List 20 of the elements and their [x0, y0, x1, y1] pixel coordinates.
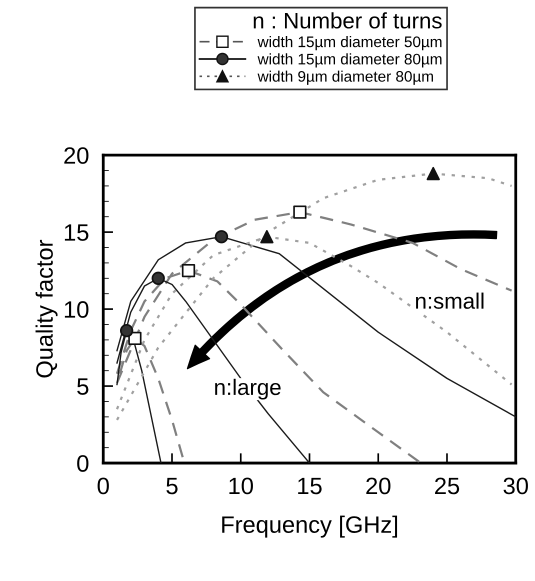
x-tick-label: 20	[366, 478, 390, 494]
x-tick-label: 15	[298, 478, 322, 494]
x-tick-label: 5	[166, 478, 178, 494]
legend-label: width 9µm diameter 80µm	[258, 70, 433, 85]
annotation: n:small	[416, 292, 484, 309]
y-tick-label: 5	[77, 378, 88, 395]
legend-title: n : Number of turns	[254, 12, 442, 29]
annotation: n:large	[215, 378, 281, 400]
y-tick-label: 20	[64, 147, 88, 164]
x-tick-label: 30	[504, 478, 528, 494]
legend-label: width 15µm diameter 50µm	[258, 36, 442, 50]
legend-label: width 15µm diameter 80µm	[258, 53, 442, 68]
x-tick-label: 0	[98, 478, 109, 494]
y-tick-label: 10	[64, 301, 88, 318]
x-tick-label: 10	[229, 478, 253, 494]
y-tick-label: 15	[64, 224, 88, 241]
x-tick-label: 25	[435, 478, 460, 494]
y-tick-label: 0	[77, 455, 88, 472]
y-axis-title: Quality factor	[36, 240, 58, 378]
x-axis-title: Frequency [GHz]	[222, 516, 398, 538]
